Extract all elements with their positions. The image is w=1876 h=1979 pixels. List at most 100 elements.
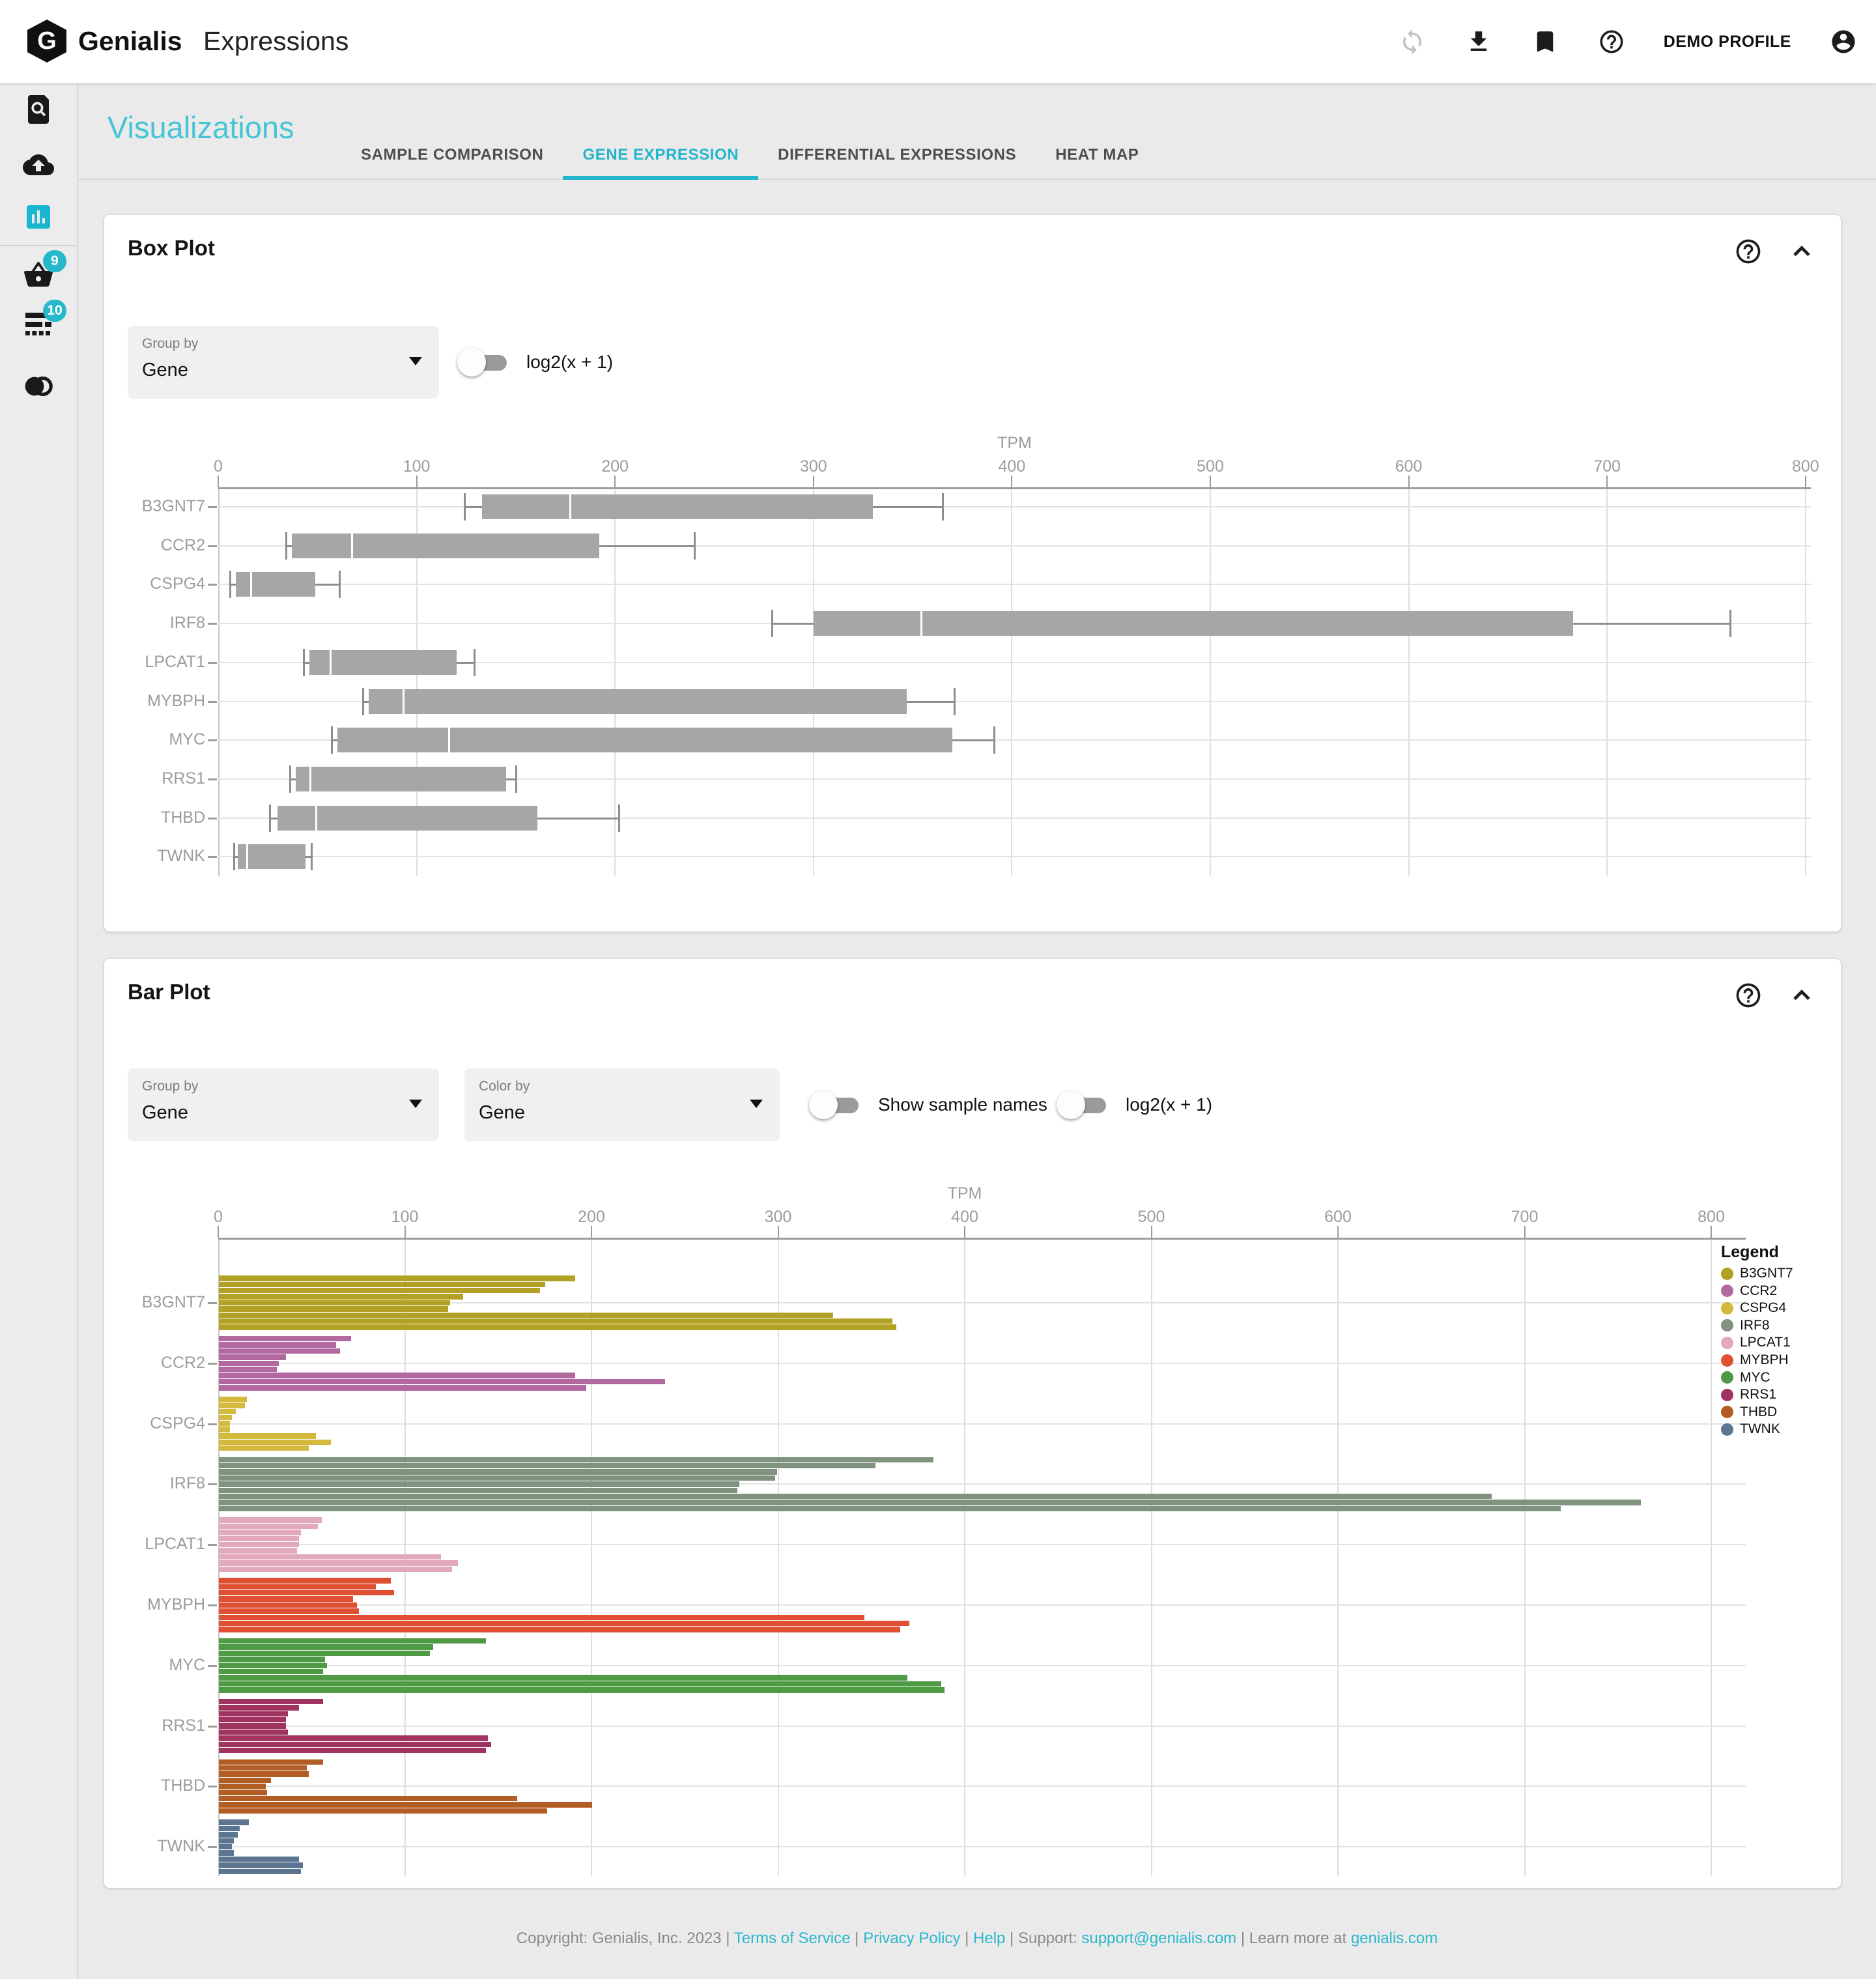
bar-LPCAT1[interactable]	[219, 1535, 300, 1542]
bar-LPCAT1[interactable]	[219, 1523, 318, 1530]
bar-CSPG4[interactable]	[219, 1421, 231, 1427]
bar-IRF8[interactable]	[219, 1457, 934, 1463]
bar-CCR2[interactable]	[219, 1335, 352, 1342]
bar-RRS1[interactable]	[219, 1723, 287, 1729]
tab-sample-comparison[interactable]: SAMPLE COMPARISON	[361, 146, 544, 164]
sidebar-item-compare[interactable]	[0, 365, 77, 407]
bar-MYC[interactable]	[219, 1681, 941, 1687]
legend-item-B3GNT7[interactable]: B3GNT7	[1721, 1265, 1793, 1282]
legend-item-LPCAT1[interactable]: LPCAT1	[1721, 1334, 1791, 1351]
bar-MYC[interactable]	[219, 1668, 324, 1675]
footer-link[interactable]: Help	[973, 1929, 1006, 1947]
legend-item-CCR2[interactable]: CCR2	[1721, 1283, 1777, 1300]
account-icon[interactable]	[1829, 27, 1858, 56]
bar-CSPG4[interactable]	[219, 1396, 247, 1402]
bar-LPCAT1[interactable]	[219, 1560, 458, 1566]
bar-MYBPH[interactable]	[219, 1620, 910, 1627]
profile-label[interactable]: DEMO PROFILE	[1663, 32, 1791, 51]
bar-B3GNT7[interactable]	[219, 1306, 449, 1312]
bar-MYC[interactable]	[219, 1675, 908, 1681]
box-B3GNT7[interactable]	[482, 494, 874, 519]
bar-IRF8[interactable]	[219, 1481, 740, 1487]
sidebar-item-visualizations[interactable]	[0, 196, 77, 238]
sidebar-item-basket[interactable]: 9	[0, 250, 77, 296]
bar-THBD[interactable]	[219, 1784, 266, 1789]
bar-RRS1[interactable]	[219, 1741, 492, 1748]
bar-LPCAT1[interactable]	[219, 1517, 322, 1523]
bar-MYBPH[interactable]	[219, 1627, 900, 1632]
bar-THBD[interactable]	[219, 1777, 272, 1784]
bar-IRF8[interactable]	[219, 1505, 1561, 1512]
bar-MYC[interactable]	[219, 1638, 486, 1644]
bar-THBD[interactable]	[219, 1765, 307, 1771]
bar-LPCAT1[interactable]	[219, 1548, 298, 1554]
bar-B3GNT7[interactable]	[219, 1294, 464, 1300]
box-CSPG4[interactable]	[236, 572, 316, 597]
sync-icon[interactable]	[1398, 27, 1427, 56]
bar-CSPG4[interactable]	[219, 1427, 231, 1433]
bar-RRS1[interactable]	[219, 1705, 300, 1711]
legend-item-THBD[interactable]: THBD	[1721, 1404, 1777, 1421]
box-THBD[interactable]	[277, 805, 538, 831]
sidebar-item-upload[interactable]	[0, 144, 77, 186]
bar-TWNK[interactable]	[219, 1868, 302, 1875]
bar-MYBPH[interactable]	[219, 1589, 395, 1596]
bar-THBD[interactable]	[219, 1802, 592, 1808]
sidebar-item-sample-list[interactable]: 10	[0, 300, 77, 345]
bar-THBD[interactable]	[219, 1789, 268, 1796]
box-group-by-select[interactable]: Group by Gene	[128, 326, 439, 399]
bar-MYBPH[interactable]	[219, 1614, 865, 1621]
legend-item-MYC[interactable]: MYC	[1721, 1369, 1770, 1386]
bar-CCR2[interactable]	[219, 1385, 587, 1391]
bar-log-toggle[interactable]	[1057, 1090, 1109, 1119]
bar-IRF8[interactable]	[219, 1487, 738, 1494]
download-icon[interactable]	[1464, 27, 1493, 56]
bar-TWNK[interactable]	[219, 1825, 240, 1832]
bar-plot-collapse-icon[interactable]	[1787, 981, 1816, 1010]
bar-THBD[interactable]	[219, 1795, 518, 1802]
bar-THBD[interactable]	[219, 1759, 324, 1765]
box-LPCAT1[interactable]	[309, 649, 457, 675]
bar-MYC[interactable]	[219, 1687, 945, 1693]
bar-IRF8[interactable]	[219, 1475, 775, 1481]
bar-MYBPH[interactable]	[219, 1608, 359, 1614]
bar-B3GNT7[interactable]	[219, 1281, 546, 1288]
bar-B3GNT7[interactable]	[219, 1275, 576, 1281]
bar-CSPG4[interactable]	[219, 1445, 309, 1451]
bar-RRS1[interactable]	[219, 1698, 324, 1705]
footer-link[interactable]: Privacy Policy	[863, 1929, 961, 1947]
bar-RRS1[interactable]	[219, 1711, 288, 1717]
bar-RRS1[interactable]	[219, 1735, 488, 1741]
legend-item-TWNK[interactable]: TWNK	[1721, 1421, 1780, 1438]
bar-MYBPH[interactable]	[219, 1596, 354, 1602]
bar-CCR2[interactable]	[219, 1373, 576, 1378]
footer-link[interactable]: genialis.com	[1350, 1929, 1438, 1947]
bar-IRF8[interactable]	[219, 1469, 777, 1475]
bar-CSPG4[interactable]	[219, 1408, 236, 1415]
box-CCR2[interactable]	[291, 533, 599, 558]
bar-CCR2[interactable]	[219, 1378, 665, 1385]
help-icon[interactable]	[1597, 27, 1626, 56]
bar-LPCAT1[interactable]	[219, 1541, 300, 1548]
box-IRF8[interactable]	[813, 611, 1574, 636]
bar-TWNK[interactable]	[219, 1856, 300, 1862]
bar-B3GNT7[interactable]	[219, 1312, 833, 1318]
bar-CCR2[interactable]	[219, 1342, 337, 1348]
bar-RRS1[interactable]	[219, 1747, 486, 1754]
bar-MYC[interactable]	[219, 1657, 326, 1662]
bar-MYBPH[interactable]	[219, 1584, 376, 1590]
bar-THBD[interactable]	[219, 1771, 309, 1777]
bar-TWNK[interactable]	[219, 1862, 303, 1868]
bar-group-by-select[interactable]: Group by Gene	[128, 1068, 439, 1141]
bar-CSPG4[interactable]	[219, 1439, 331, 1445]
bar-MYBPH[interactable]	[219, 1578, 391, 1584]
bar-B3GNT7[interactable]	[219, 1318, 893, 1324]
box-plot-collapse-icon[interactable]	[1787, 237, 1816, 266]
bar-CSPG4[interactable]	[219, 1414, 233, 1421]
bar-B3GNT7[interactable]	[219, 1324, 896, 1330]
bar-IRF8[interactable]	[219, 1493, 1492, 1500]
legend-item-RRS1[interactable]: RRS1	[1721, 1386, 1776, 1403]
footer-link[interactable]: Terms of Service	[733, 1929, 851, 1947]
bar-B3GNT7[interactable]	[219, 1300, 451, 1306]
bar-LPCAT1[interactable]	[219, 1554, 441, 1560]
